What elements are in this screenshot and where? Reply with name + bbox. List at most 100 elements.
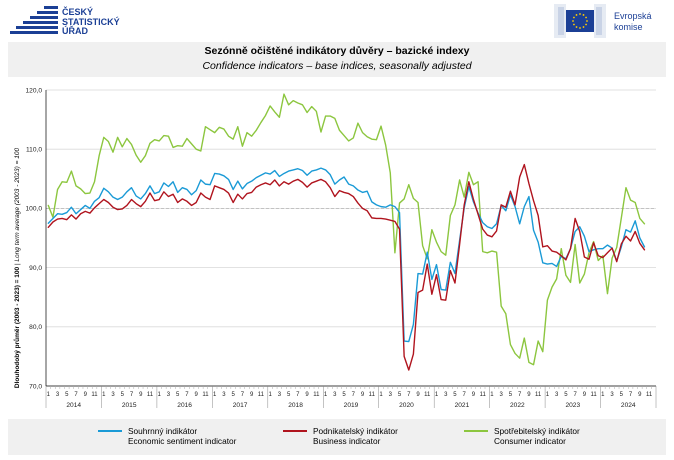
x-tick-label: 11 (313, 392, 320, 398)
x-tick-label: 7 (296, 392, 300, 398)
x-tick-label: 9 (305, 392, 309, 398)
eu-star-icon (575, 26, 578, 28)
x-tick-label: 9 (416, 392, 420, 398)
y-tick-label: 80,0 (29, 324, 42, 331)
series-line-business (47, 163, 646, 371)
x-tick-label: 11 (202, 392, 209, 398)
x-tick-label: 3 (56, 392, 60, 398)
csu-logo[interactable]: ČESKÝ STATISTICKÝ ÚŘAD (10, 4, 120, 40)
year-label: 2017 (233, 402, 248, 409)
eu-star-icon (585, 23, 587, 26)
ec-logo[interactable]: Evropská komise (554, 4, 670, 38)
x-tick-label: 9 (195, 392, 199, 398)
series-line-economic (47, 167, 646, 343)
x-tick-label: 5 (453, 392, 457, 398)
x-tick-label: 3 (167, 392, 171, 398)
eu-flag-icon (554, 4, 606, 38)
logo-right-line-1: Evropská (614, 11, 652, 21)
year-label: 2021 (455, 402, 470, 409)
x-tick-label: 9 (527, 392, 531, 398)
legend-swatch-consumer (464, 430, 488, 432)
eu-star-icon (573, 16, 575, 19)
x-tick-label: 7 (629, 392, 633, 398)
x-tick-label: 7 (352, 392, 356, 398)
x-tick-label: 9 (583, 392, 587, 398)
chart-title: Sezónně očištěné indikátory důvěry – baz… (204, 45, 470, 57)
x-tick-label: 1 (102, 392, 106, 398)
y-axis-label-separator: | (14, 262, 21, 267)
legend-item-economic[interactable]: Souhrnný indikátor Economic sentiment in… (98, 426, 237, 446)
x-tick-label: 3 (111, 392, 115, 398)
year-label: 2019 (344, 402, 359, 409)
legend-item-consumer[interactable]: Spotřebitelský indikátor Consumer indica… (464, 426, 580, 446)
x-tick-label: 11 (147, 392, 154, 398)
x-tick-label: 1 (546, 392, 550, 398)
x-tick-label: 9 (361, 392, 365, 398)
x-tick-label: 7 (573, 392, 577, 398)
year-label: 2023 (565, 402, 580, 409)
x-tick-label: 5 (231, 392, 235, 398)
x-tick-label: 3 (444, 392, 448, 398)
x-tick-label: 9 (139, 392, 143, 398)
year-label: 2018 (288, 402, 303, 409)
x-tick-label: 5 (398, 392, 402, 398)
x-tick-label: 1 (268, 392, 272, 398)
x-tick-label: 11 (424, 392, 431, 398)
x-tick-label: 11 (646, 392, 653, 398)
legend-label-cz: Podnikatelský indikátor (313, 426, 398, 436)
x-tick-label: 5 (121, 392, 125, 398)
x-tick-label: 7 (407, 392, 411, 398)
x-tick-label: 7 (463, 392, 467, 398)
legend-label-en: Consumer indicator (494, 436, 566, 446)
legend-item-business[interactable]: Podnikatelský indikátor Business indicat… (283, 426, 398, 446)
x-tick-label: 7 (74, 392, 78, 398)
year-label: 2020 (399, 402, 414, 409)
x-tick-label: 1 (601, 392, 605, 398)
eu-star-icon (572, 20, 574, 22)
y-tick-label: 120,0 (25, 87, 42, 94)
x-tick-label: 5 (287, 392, 291, 398)
legend-label-cz: Souhrnný indikátor (128, 426, 198, 436)
title-bar: Sezónně očištěné indikátory důvěry – baz… (8, 42, 666, 77)
x-tick-label: 1 (435, 392, 439, 398)
x-tick-label: 9 (84, 392, 88, 398)
x-tick-label: 9 (250, 392, 254, 398)
legend-label-en: Business indicator (313, 436, 381, 446)
legend-label-en: Economic sentiment indicator (128, 436, 237, 446)
logo-left-line-3: ÚŘAD (62, 26, 88, 36)
x-tick-label: 7 (130, 392, 134, 398)
chart-subtitle: Confidence indicators – base indices, se… (202, 60, 472, 72)
x-tick-label: 5 (176, 392, 180, 398)
logo-right-line-2: komise (614, 22, 643, 32)
x-tick-label: 11 (258, 392, 265, 398)
y-tick-label: 90,0 (29, 265, 42, 272)
year-label: 2015 (122, 402, 137, 409)
eu-star-icon (575, 14, 578, 16)
header: ČESKÝ STATISTICKÝ ÚŘAD Evropská komise (0, 0, 674, 42)
x-tick-label: 11 (535, 392, 542, 398)
x-tick-label: 3 (555, 392, 559, 398)
x-tick-label: 11 (590, 392, 597, 398)
year-label: 2014 (66, 402, 81, 409)
legend: Souhrnný indikátor Economic sentiment in… (8, 419, 666, 455)
x-tick-label: 5 (342, 392, 346, 398)
x-tick-label: 9 (638, 392, 642, 398)
chart-area: 70,0 80,0 90,0 100,0 110,0 120,0 1 3 5 7 9 11 1 3 5 7 9 1… (0, 78, 674, 418)
x-tick-label: 3 (500, 392, 504, 398)
y-axis-label-cz: Dlouhodobý průměr (2003 - 2023) = 100 (13, 267, 21, 389)
eu-star-icon (582, 26, 585, 28)
x-tick-label: 7 (518, 392, 522, 398)
x-tick-label: 5 (564, 392, 568, 398)
x-tick-label: 5 (620, 392, 624, 398)
x-tick-label: 3 (278, 392, 282, 398)
x-tick-label: 3 (333, 392, 337, 398)
year-label: 2022 (510, 402, 525, 409)
x-tick-label: 1 (47, 392, 51, 398)
logo-left-line-2: STATISTICKÝ (62, 16, 120, 27)
x-tick-label: 5 (509, 392, 513, 398)
legend-swatch-business (283, 430, 307, 432)
x-tick-label: 11 (480, 392, 487, 398)
x-tick-label: 1 (213, 392, 217, 398)
eu-star-icon (586, 20, 588, 22)
